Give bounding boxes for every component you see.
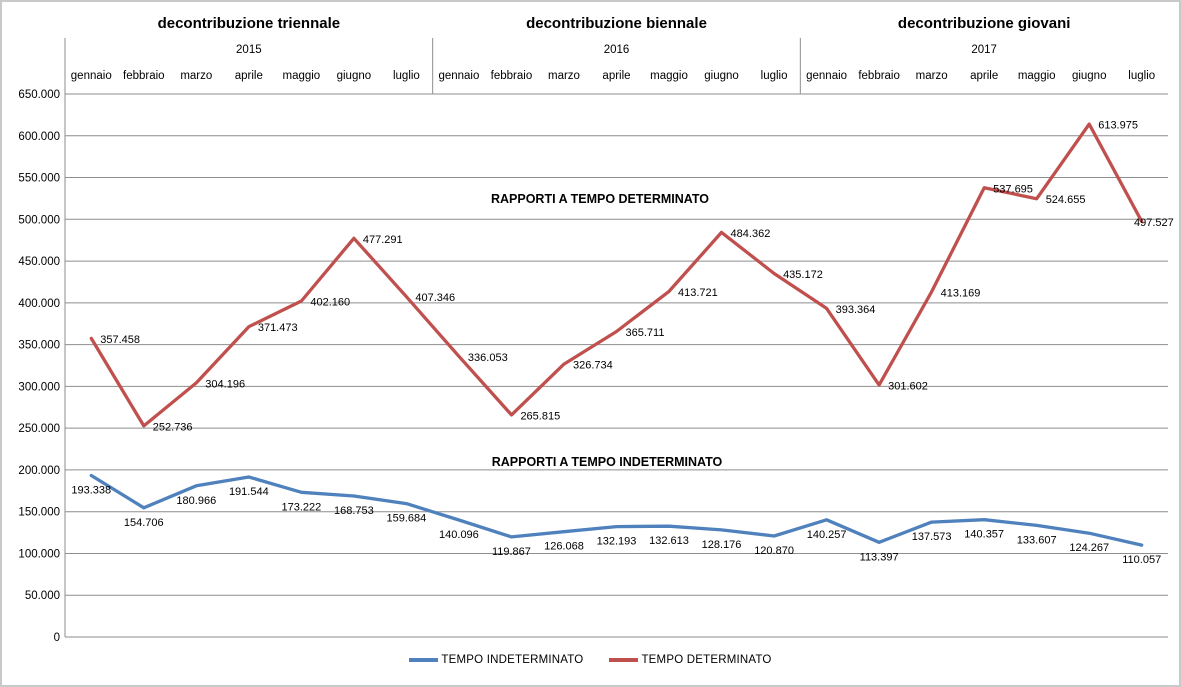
y-axis-label: 350.000 <box>18 340 60 352</box>
legend-item-tempo-determinato[interactable]: TEMPO DETERMINATO <box>609 654 771 666</box>
y-axis-label: 650.000 <box>18 89 60 101</box>
month-label: febbraio <box>491 70 533 82</box>
annotation-tempo-indeterminato: RAPPORTI A TEMPO INDETERMINATO <box>491 455 723 469</box>
panel-title-2017: decontribuzione giovani <box>898 15 1071 32</box>
month-label: marzo <box>548 70 580 82</box>
data-label: 484.362 <box>731 228 771 240</box>
y-axis-label: 100.000 <box>18 548 60 560</box>
panel-year-2017: 2017 <box>971 44 997 56</box>
legend-swatch <box>409 658 439 662</box>
data-label: 435.172 <box>783 269 823 281</box>
month-label: giugno <box>1072 70 1107 82</box>
legend-label: TEMPO INDETERMINATO <box>441 654 584 666</box>
data-label: 413.169 <box>941 287 981 299</box>
data-label: 326.734 <box>573 360 613 372</box>
data-label: 357.458 <box>100 334 140 346</box>
series-line-tempo-determinato[interactable] <box>89 122 1144 428</box>
month-label: gennaio <box>806 70 847 82</box>
data-label: 301.602 <box>888 381 928 393</box>
data-label: 497.527 <box>1134 217 1174 229</box>
data-label: 613.975 <box>1098 120 1138 132</box>
legend-item-tempo-indeterminato[interactable]: TEMPO INDETERMINATO <box>409 654 583 666</box>
data-label: 407.346 <box>415 292 455 304</box>
chart-legend: TEMPO INDETERMINATO TEMPO DETERMINATO <box>2 654 1179 666</box>
data-label: 140.257 <box>807 529 847 541</box>
data-label: 265.815 <box>520 410 560 422</box>
data-label: 133.607 <box>1017 534 1057 546</box>
y-axis-label: 400.000 <box>18 298 60 310</box>
month-label: febbraio <box>123 70 165 82</box>
data-label: 193.338 <box>71 484 111 496</box>
month-label: luglio <box>761 70 788 82</box>
data-label: 393.364 <box>836 304 876 316</box>
data-label: 132.613 <box>649 535 689 547</box>
data-label: 128.176 <box>702 539 742 551</box>
y-axis-label: 450.000 <box>18 256 60 268</box>
month-label: febbraio <box>858 70 900 82</box>
data-label: 191.544 <box>229 486 269 498</box>
month-label: luglio <box>393 70 420 82</box>
data-label: 124.267 <box>1069 542 1109 554</box>
month-label: marzo <box>180 70 212 82</box>
data-label: 336.053 <box>468 352 508 364</box>
annotation-tempo-determinato: RAPPORTI A TEMPO DETERMINATO <box>490 192 710 206</box>
data-label: 159.684 <box>387 513 427 525</box>
month-label: giugno <box>337 70 372 82</box>
data-label: 524.655 <box>1046 194 1086 206</box>
month-label: maggio <box>282 70 320 82</box>
panel-year-2015: 2015 <box>236 44 262 56</box>
month-label: aprile <box>970 70 998 82</box>
month-label: aprile <box>602 70 630 82</box>
data-label: 168.753 <box>334 505 374 517</box>
data-label: 126.068 <box>544 541 584 553</box>
data-label: 137.573 <box>912 531 952 543</box>
data-label: 110.057 <box>1122 554 1161 566</box>
data-label: 371.473 <box>258 322 298 334</box>
data-label: 365.711 <box>626 327 665 339</box>
series-line-tempo-indeterminato[interactable] <box>89 473 1144 547</box>
y-axis-label: 250.000 <box>18 423 60 435</box>
month-label: gennaio <box>71 70 112 82</box>
data-label: 173.222 <box>281 501 321 513</box>
data-label: 119.867 <box>492 546 531 558</box>
data-label: 132.193 <box>597 536 637 548</box>
data-label: 113.397 <box>860 551 899 563</box>
y-axis-label: 200.000 <box>18 465 60 477</box>
panel-title-2016: decontribuzione biennale <box>526 15 707 32</box>
y-axis-label: 300.000 <box>18 381 60 393</box>
month-label: giugno <box>704 70 739 82</box>
month-label: luglio <box>1128 70 1155 82</box>
data-label: 402.160 <box>310 297 350 309</box>
month-label: marzo <box>916 70 948 82</box>
month-label: aprile <box>235 70 263 82</box>
data-label: 537.695 <box>993 183 1033 195</box>
month-label: maggio <box>650 70 688 82</box>
month-label: maggio <box>1018 70 1056 82</box>
y-axis-label: 600.000 <box>18 131 60 143</box>
panel-title-2015: decontribuzione triennale <box>158 15 341 32</box>
data-label: 120.870 <box>754 545 794 557</box>
data-label: 180.966 <box>176 495 216 507</box>
data-label: 252.736 <box>153 421 193 433</box>
data-label: 154.706 <box>124 517 164 529</box>
legend-label: TEMPO DETERMINATO <box>641 654 772 666</box>
y-axis-label: 150.000 <box>18 507 60 519</box>
y-axis-label: 50.000 <box>25 590 60 602</box>
data-label: 304.196 <box>205 378 245 390</box>
month-label: gennaio <box>438 70 479 82</box>
data-label: 140.357 <box>964 529 1004 541</box>
y-axis-label: 550.000 <box>18 173 60 185</box>
panel-year-2016: 2016 <box>604 44 630 56</box>
data-label: 477.291 <box>363 234 403 246</box>
legend-swatch <box>609 658 639 662</box>
y-axis-label: 500.000 <box>18 214 60 226</box>
data-label: 140.096 <box>439 529 479 541</box>
y-axis-label: 0 <box>54 632 60 644</box>
data-label: 413.721 <box>678 287 718 299</box>
